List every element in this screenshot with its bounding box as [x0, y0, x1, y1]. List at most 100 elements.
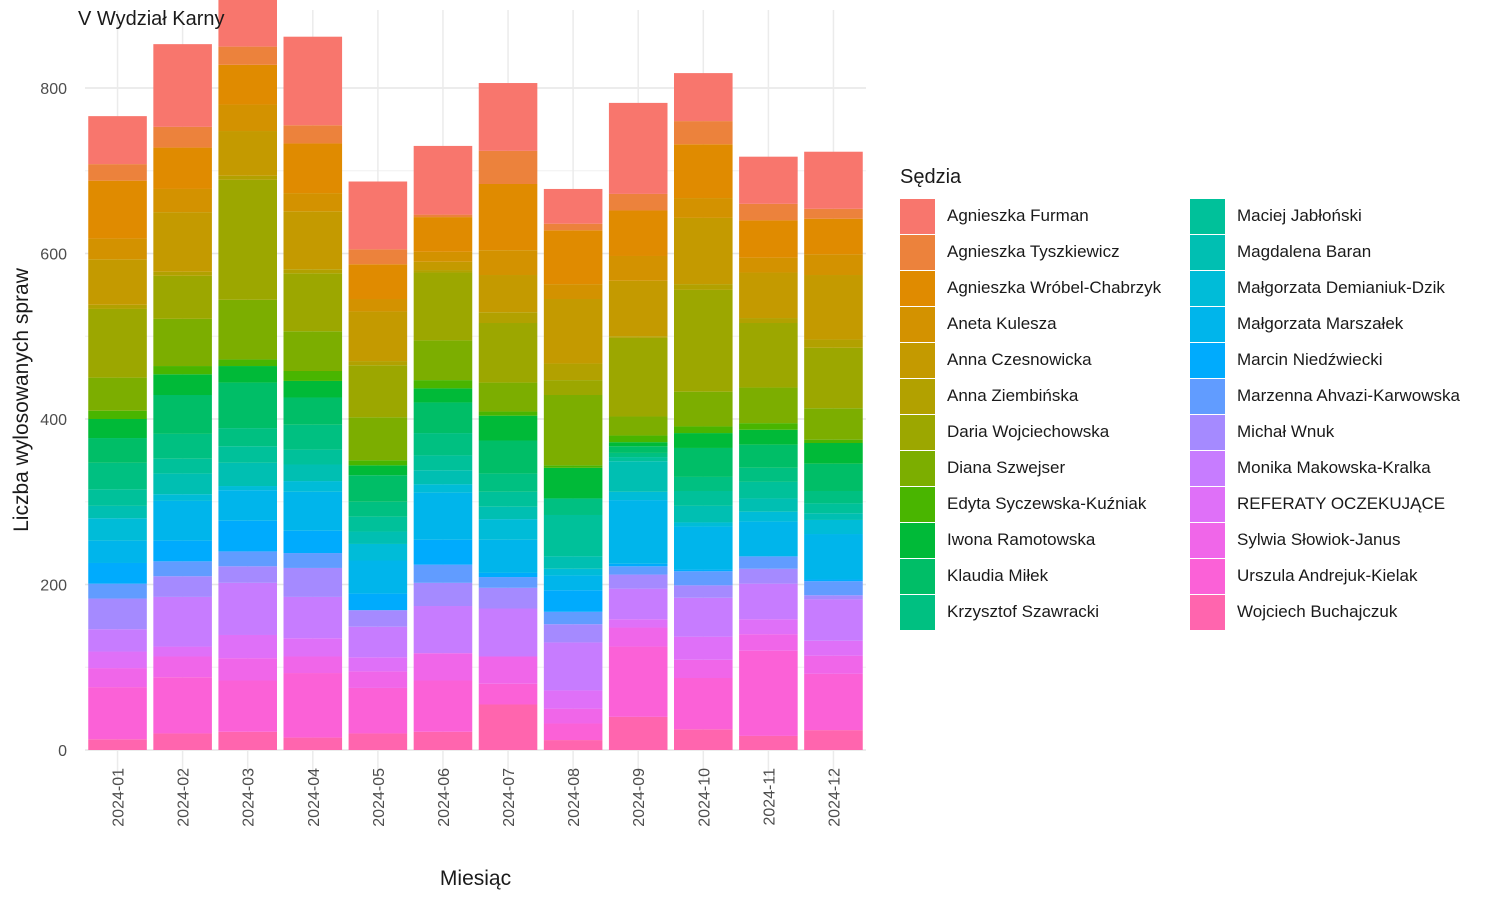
bar-segment: [674, 659, 733, 679]
bar-segment: [674, 522, 733, 527]
x-tick-label: 2024-02: [176, 768, 193, 827]
bar-segment: [218, 582, 277, 635]
bar-segment: [88, 687, 147, 740]
bar-segment: [413, 455, 473, 471]
bar-segment: [88, 438, 147, 463]
bar-segment: [88, 562, 147, 584]
bar-segment: [413, 653, 473, 681]
bar-segment: [348, 264, 408, 300]
bar-segment: [739, 387, 798, 424]
legend-swatch: [900, 486, 935, 522]
bar-segment: [674, 476, 733, 491]
legend-swatch: [900, 522, 935, 558]
bar-segment: [153, 596, 212, 647]
bar-segment: [804, 254, 863, 276]
bar-segment: [478, 440, 538, 474]
bar-segment: [674, 571, 733, 586]
bar-segment: [218, 680, 277, 732]
bar-segment: [88, 629, 147, 652]
bar-segment: [674, 121, 733, 145]
legend-item: REFERATY OCZEKUJĄCE: [1190, 486, 1480, 522]
legend-item: Anna Ziembińska: [900, 378, 1190, 414]
bar-segment: [88, 180, 147, 239]
bar-segment: [413, 606, 473, 654]
bar-segment: [348, 361, 408, 366]
bar-segment: [608, 102, 668, 194]
bar-segment: [88, 505, 147, 519]
bar-segment: [413, 261, 473, 271]
bar-segment: [739, 498, 798, 512]
bar-segment: [739, 257, 798, 273]
bar-segment: [804, 581, 863, 596]
bar-segment: [153, 44, 212, 127]
bar-segment: [283, 125, 343, 144]
bar-segment: [739, 444, 798, 468]
bar-segment: [478, 183, 538, 251]
bar-segment: [739, 634, 798, 651]
bar-segment: [153, 212, 212, 272]
bar-segment: [153, 374, 212, 396]
bar-segment: [153, 458, 212, 474]
bar-segment: [348, 311, 408, 362]
legend-label: Monika Makowska-Kralka: [1237, 458, 1431, 477]
bar-segment: [413, 433, 473, 456]
bar-segment: [608, 442, 668, 447]
bar-segment: [478, 608, 538, 657]
bar-segment: [674, 447, 733, 477]
bar-segment: [674, 217, 733, 285]
legend-item: Małgorzata Marszałek: [1190, 306, 1480, 342]
bar-segment: [608, 500, 668, 564]
bar-segment: [543, 611, 603, 625]
bar-segment: [674, 569, 733, 572]
bar-segment: [88, 116, 147, 165]
legend-label: Anna Czesnowicka: [947, 350, 1092, 369]
bar-segment: [153, 473, 212, 495]
bar-segment: [348, 687, 408, 734]
bar-segment: [153, 366, 212, 375]
bar-segment: [218, 446, 277, 463]
bar-segment: [804, 463, 863, 491]
bar-segment: [283, 143, 343, 194]
bar-segment: [413, 680, 473, 732]
bar-segment: [478, 250, 538, 276]
bar-segment: [153, 275, 212, 319]
legend-swatch: [1190, 594, 1225, 630]
legend-item: Daria Wojciechowska: [900, 414, 1190, 450]
x-tick-label: 2024-08: [566, 768, 583, 827]
legend-label: Anna Ziembińska: [947, 386, 1079, 405]
bar-segment: [804, 442, 863, 464]
bar-segment: [478, 577, 538, 588]
legend-swatch: [900, 306, 935, 342]
bar-segment: [674, 289, 733, 392]
bar-segment: [88, 598, 147, 630]
legend-label: Wojciech Buchajczuk: [1237, 602, 1398, 621]
bar-segment: [153, 733, 212, 750]
bar-segment: [674, 426, 733, 434]
legend-label: Małgorzata Marszałek: [1237, 314, 1404, 333]
x-tick-label: 2024-09: [631, 768, 648, 827]
bar-segment: [88, 419, 147, 439]
bar-segment: [153, 188, 212, 213]
bar-segment: [348, 516, 408, 532]
bar-segment: [478, 656, 538, 684]
chart-title: V Wydział Karny: [78, 8, 225, 30]
bar-segment: [283, 193, 343, 212]
bar-segment: [478, 312, 538, 324]
x-tick-label: 2024-03: [241, 768, 258, 827]
bar-segment: [218, 382, 277, 429]
bar-segment: [88, 308, 147, 378]
bar-segment: [478, 491, 538, 507]
legend-swatch: [1190, 522, 1225, 558]
bar-segment: [88, 238, 147, 260]
bar-segment: [739, 423, 798, 430]
legend-item: Urszula Andrejuk-Kielak: [1190, 558, 1480, 594]
bar-segment: [478, 150, 538, 184]
bar-segment: [674, 505, 733, 523]
bar-segment: [218, 46, 277, 65]
bar-segment: [543, 230, 603, 285]
bar-segment: [608, 574, 668, 589]
x-tick-label: 2024-11: [761, 768, 778, 826]
bar-segment: [218, 490, 277, 521]
bar-segment: [283, 638, 343, 657]
